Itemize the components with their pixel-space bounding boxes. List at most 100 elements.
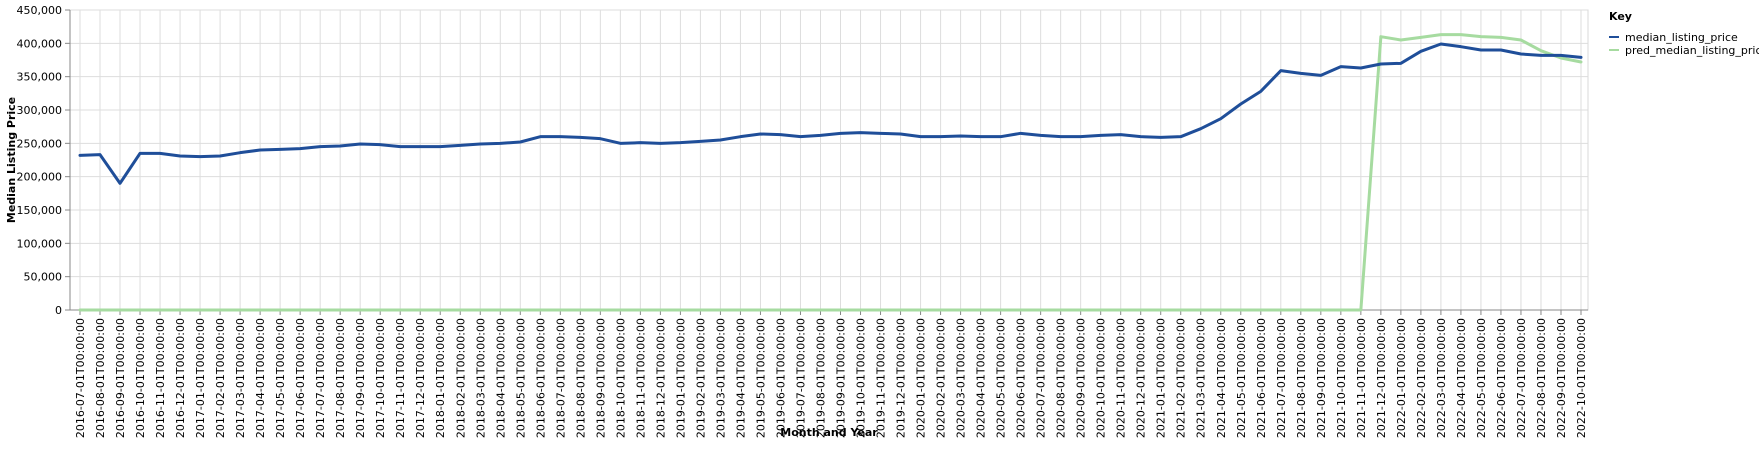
y-tick-label: 50,000 [24, 271, 63, 284]
x-tick-label: 2019-04-01T00:00:00 [734, 318, 747, 438]
x-tick-label: 2021-03-01T00:00:00 [1195, 318, 1208, 438]
x-tick-label: 2021-02-01T00:00:00 [1175, 318, 1188, 438]
x-tick-label: 2019-08-01T00:00:00 [814, 318, 827, 438]
x-tick-label: 2022-06-01T00:00:00 [1495, 318, 1508, 438]
x-tick-label: 2021-08-01T00:00:00 [1295, 318, 1308, 438]
x-tick-label: 2019-09-01T00:00:00 [835, 318, 848, 438]
x-tick-label: 2020-10-01T00:00:00 [1095, 318, 1108, 438]
x-tick-label: 2019-12-01T00:00:00 [895, 318, 908, 438]
x-tick-label: 2019-06-01T00:00:00 [774, 318, 787, 438]
x-tick-label: 2018-08-01T00:00:00 [574, 318, 587, 438]
x-tick-label: 2017-06-01T00:00:00 [294, 318, 307, 438]
x-tick-label: 2020-04-01T00:00:00 [975, 318, 988, 438]
series-lines [78, 33, 1583, 312]
x-axis-title: Month and Year [780, 426, 878, 439]
x-tick-label: 2018-07-01T00:00:00 [554, 318, 567, 438]
x-tick-label: 2022-08-01T00:00:00 [1535, 318, 1548, 438]
y-tick-label: 0 [55, 304, 62, 317]
series-line-median-listing-price [78, 42, 1583, 185]
x-tick-label: 2020-03-01T00:00:00 [955, 318, 968, 438]
x-tick-label: 2022-02-01T00:00:00 [1415, 318, 1428, 438]
y-tick-label: 200,000 [17, 171, 63, 184]
y-tick-label: 300,000 [17, 104, 63, 117]
x-tick-label: 2022-07-01T00:00:00 [1515, 318, 1528, 438]
x-tick-label: 2017-04-01T00:00:00 [254, 318, 267, 438]
x-tick-label: 2021-09-01T00:00:00 [1315, 318, 1328, 438]
x-tick-label: 2020-09-01T00:00:00 [1075, 318, 1088, 438]
plot-frame [69, 9, 1589, 311]
x-tick-label: 2019-03-01T00:00:00 [714, 318, 727, 438]
y-tick-label: 150,000 [17, 204, 63, 217]
x-tick-label: 2016-09-01T00:00:00 [114, 318, 127, 438]
x-tick-label: 2016-11-01T00:00:00 [154, 318, 167, 438]
x-tick-label: 2017-01-01T00:00:00 [194, 318, 207, 438]
x-tick-label: 2016-10-01T00:00:00 [134, 318, 147, 438]
x-tick-label: 2022-04-01T00:00:00 [1455, 318, 1468, 438]
x-tick-label: 2021-05-01T00:00:00 [1235, 318, 1248, 438]
x-tick-label: 2019-05-01T00:00:00 [754, 318, 767, 438]
x-tick-label: 2018-05-01T00:00:00 [514, 318, 527, 438]
axes: 0 50,000 100,000 150,000 200,000 250,000 300,0… [5, 4, 1588, 439]
x-tick-label: 2017-09-01T00:00:00 [354, 318, 367, 438]
x-tick-label: 2016-08-01T00:00:00 [94, 318, 107, 438]
x-tick-label: 2021-01-01T00:00:00 [1155, 318, 1168, 438]
y-tick-label: 400,000 [17, 37, 63, 50]
series-line-pred-median-listing-price [78, 33, 1583, 312]
y-tick-label: 350,000 [17, 71, 63, 84]
x-tick-label: 2018-04-01T00:00:00 [494, 318, 507, 438]
legend-title: Key [1609, 10, 1632, 23]
legend-label: pred_median_listing_price [1625, 44, 1759, 57]
x-tick-label: 2020-05-01T00:00:00 [995, 318, 1008, 438]
x-tick-label: 2021-12-01T00:00:00 [1375, 318, 1388, 438]
x-tick-label: 2021-07-01T00:00:00 [1275, 318, 1288, 438]
x-tick-label: 2022-05-01T00:00:00 [1475, 318, 1488, 438]
x-tick-label: 2017-11-01T00:00:00 [394, 318, 407, 438]
x-tick-label: 2018-02-01T00:00:00 [454, 318, 467, 438]
x-tick-label: 2020-06-01T00:00:00 [1015, 318, 1028, 438]
y-tick-label: 100,000 [17, 237, 63, 250]
x-tick-label: 2022-09-01T00:00:00 [1555, 318, 1568, 438]
x-tick-label: 2018-12-01T00:00:00 [654, 318, 667, 438]
x-tick-label: 2022-10-01T00:00:00 [1575, 318, 1588, 438]
x-tick-label: 2018-03-01T00:00:00 [474, 318, 487, 438]
legend: Key median_listing_pricepred_median_listi… [1609, 10, 1759, 57]
x-tick-label: 2022-01-01T00:00:00 [1395, 318, 1408, 438]
x-tick-label: 2017-08-01T00:00:00 [334, 318, 347, 438]
x-tick-label: 2017-03-01T00:00:00 [234, 318, 247, 438]
x-tick-label: 2017-05-01T00:00:00 [274, 318, 287, 438]
x-tick-label: 2020-02-01T00:00:00 [935, 318, 948, 438]
x-tick-label: 2021-06-01T00:00:00 [1255, 318, 1268, 438]
x-tick-label: 2019-01-01T00:00:00 [674, 318, 687, 438]
x-tick-label: 2021-10-01T00:00:00 [1335, 318, 1348, 438]
gridlines [69, 9, 1589, 311]
x-tick-label: 2018-06-01T00:00:00 [534, 318, 547, 438]
legend-label: median_listing_price [1625, 31, 1738, 44]
x-tick-label: 2017-07-01T00:00:00 [314, 318, 327, 438]
y-tick-label: 250,000 [17, 137, 63, 150]
x-tick-label: 2016-12-01T00:00:00 [174, 318, 187, 438]
x-tick-label: 2018-10-01T00:00:00 [614, 318, 627, 438]
x-tick-label: 2019-10-01T00:00:00 [855, 318, 868, 438]
x-tick-label: 2017-02-01T00:00:00 [214, 318, 227, 438]
x-tick-label: 2017-10-01T00:00:00 [374, 318, 387, 438]
x-tick-label: 2020-07-01T00:00:00 [1035, 318, 1048, 438]
x-tick-label: 2020-12-01T00:00:00 [1135, 318, 1148, 438]
x-tick-label: 2018-09-01T00:00:00 [594, 318, 607, 438]
y-axis-title: Median Listing Price [5, 97, 18, 223]
x-tick-label: 2021-04-01T00:00:00 [1215, 318, 1228, 438]
x-tick-label: 2019-11-01T00:00:00 [875, 318, 888, 438]
x-tick-label: 2020-01-01T00:00:00 [915, 318, 928, 438]
x-tick-label: 2020-08-01T00:00:00 [1055, 318, 1068, 438]
x-tick-label: 2018-11-01T00:00:00 [634, 318, 647, 438]
x-tick-label: 2021-11-01T00:00:00 [1355, 318, 1368, 438]
x-tick-label: 2017-12-01T00:00:00 [414, 318, 427, 438]
x-tick-label: 2016-07-01T00:00:00 [74, 318, 87, 438]
x-tick-label: 2018-01-01T00:00:00 [434, 318, 447, 438]
y-tick-label: 450,000 [17, 4, 63, 17]
x-tick-label: 2020-11-01T00:00:00 [1115, 318, 1128, 438]
x-tick-label: 2022-03-01T00:00:00 [1435, 318, 1448, 438]
x-tick-label: 2019-02-01T00:00:00 [694, 318, 707, 438]
x-tick-label: 2019-07-01T00:00:00 [794, 318, 807, 438]
